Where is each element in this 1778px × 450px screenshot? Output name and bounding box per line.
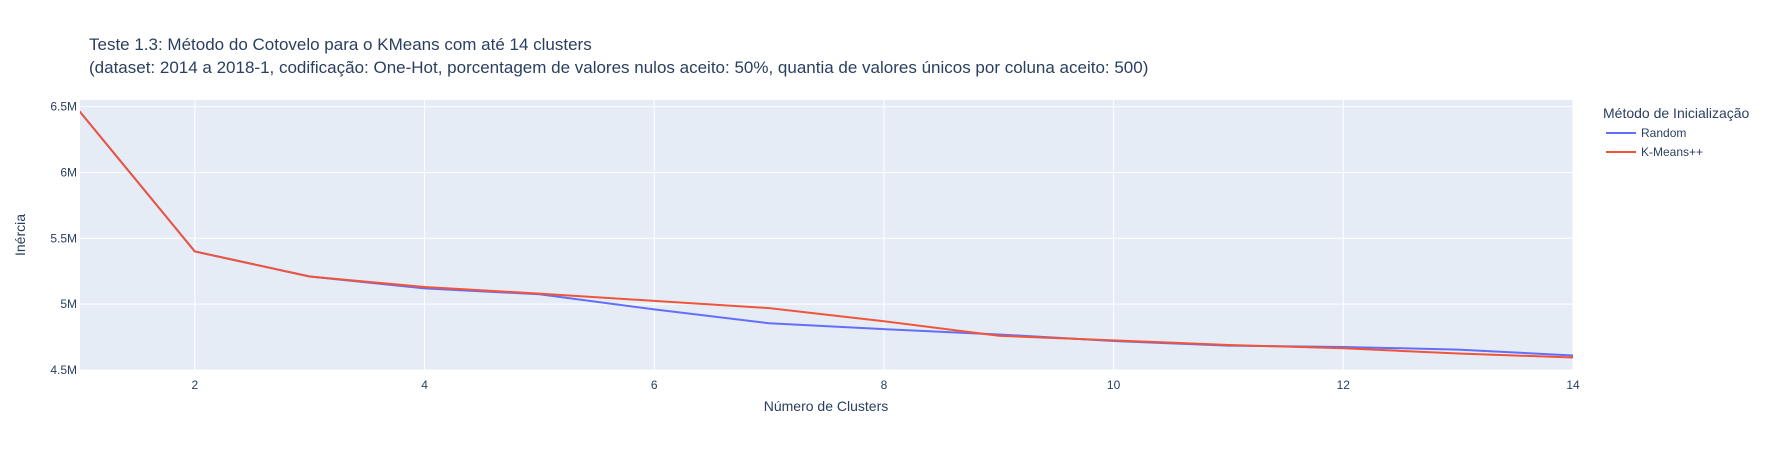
y-axis-title: Inércia <box>12 214 28 256</box>
series-lines[interactable] <box>80 110 1573 359</box>
grid-lines <box>80 100 1574 371</box>
x-tick-label: 4 <box>421 378 428 392</box>
series-line-k-means-[interactable] <box>80 110 1573 359</box>
plot-area[interactable] <box>80 100 1573 370</box>
x-tick-label: 10 <box>1107 378 1121 392</box>
x-axis-title: Número de Clusters <box>764 398 889 414</box>
x-tick-label: 8 <box>881 378 888 392</box>
x-tick-label: 12 <box>1337 378 1351 392</box>
x-axis-ticks: 2 4 6 8 10 12 14 <box>192 378 1580 392</box>
legend-item-k-means-[interactable]: K-Means++ <box>1606 145 1703 159</box>
legend-label: Random <box>1641 126 1686 140</box>
y-tick-label: 5.5M <box>50 231 77 245</box>
y-axis-ticks: 4.5M 5M 5.5M 6M 6.5M <box>50 100 77 377</box>
x-tick-label: 14 <box>1566 378 1580 392</box>
x-tick-label: 2 <box>192 378 199 392</box>
legend[interactable]: Método de Inicialização Random K-Means++ <box>1603 105 1750 159</box>
chart-subtitle-line: (dataset: 2014 a 2018-1, codificação: On… <box>89 58 1148 77</box>
legend-label: K-Means++ <box>1641 145 1703 159</box>
x-tick-label: 6 <box>651 378 658 392</box>
y-tick-label: 4.5M <box>50 363 77 377</box>
legend-item-random[interactable]: Random <box>1606 126 1686 140</box>
chart-title-line: Teste 1.3: Método do Cotovelo para o KMe… <box>89 35 592 54</box>
y-tick-label: 6.5M <box>50 100 77 114</box>
y-tick-label: 6M <box>60 165 77 179</box>
y-tick-label: 5M <box>60 297 77 311</box>
legend-title: Método de Inicialização <box>1603 105 1750 121</box>
chart-title: Teste 1.3: Método do Cotovelo para o KMe… <box>89 35 1148 77</box>
